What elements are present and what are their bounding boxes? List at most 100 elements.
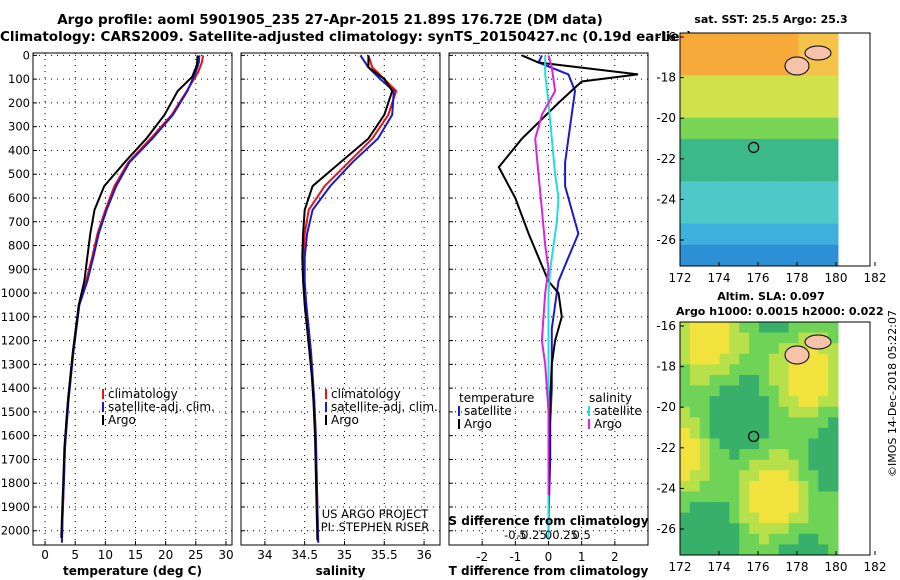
map-cell xyxy=(699,417,711,429)
map-cell xyxy=(808,364,819,376)
x-tick-label: 176 xyxy=(747,271,770,285)
x2-tick-label: -0.5 xyxy=(504,528,526,542)
map-cell xyxy=(759,33,770,45)
map-cell xyxy=(828,181,839,193)
map-cell xyxy=(808,480,819,492)
map-cell xyxy=(680,427,691,439)
map-cell xyxy=(818,533,829,545)
map-cell xyxy=(798,396,809,408)
map-cell xyxy=(709,491,720,503)
map-cell xyxy=(729,107,740,119)
map-cell xyxy=(689,480,701,492)
map-cell xyxy=(808,244,819,256)
map-cell xyxy=(680,449,691,461)
map-cell xyxy=(719,202,730,214)
series-line xyxy=(497,54,639,538)
map-cell xyxy=(798,406,809,418)
map-cell xyxy=(729,417,740,429)
map-cell xyxy=(788,480,799,492)
legend-label: satellite xyxy=(464,404,512,418)
map-cell xyxy=(739,96,750,108)
map-cell xyxy=(828,343,839,355)
map-cell xyxy=(699,107,711,119)
map-cell xyxy=(768,374,780,387)
map-cell xyxy=(778,544,790,556)
map-cell xyxy=(729,213,740,225)
map-cell xyxy=(808,470,819,482)
map-cell xyxy=(709,523,720,535)
map-cell xyxy=(739,523,750,535)
map-cell xyxy=(768,170,780,182)
map-cell xyxy=(680,149,691,161)
map-cell xyxy=(699,160,711,172)
map-cell xyxy=(739,364,750,376)
map-cell xyxy=(778,533,790,545)
x-axis-label: salinity xyxy=(316,564,366,578)
map-cell xyxy=(739,438,750,450)
map-cell xyxy=(808,374,819,387)
map-cell xyxy=(689,234,701,246)
map-cell xyxy=(759,374,770,387)
map-cell xyxy=(699,322,711,334)
map-cell xyxy=(788,523,799,535)
sst-map-title: sat. SST: 25.5 Argo: 25.3 xyxy=(694,13,848,26)
map-cell xyxy=(729,512,740,524)
map-cell xyxy=(788,364,799,376)
map-cell xyxy=(709,322,720,334)
map-cell xyxy=(739,533,750,545)
map-cell xyxy=(818,75,829,87)
map-cell xyxy=(729,54,740,66)
x-tick-label: 178 xyxy=(786,271,809,285)
map-cell xyxy=(818,396,829,408)
map-cell xyxy=(680,438,691,450)
map-cell xyxy=(739,213,750,225)
map-cell xyxy=(689,512,701,524)
map-cell xyxy=(739,149,750,161)
map-cell xyxy=(818,33,829,45)
map-cell xyxy=(699,85,711,98)
credit-line1: US ARGO PROJECT xyxy=(322,507,430,521)
map-cell xyxy=(680,343,691,355)
map-cell xyxy=(818,213,829,225)
map-cell xyxy=(788,374,799,387)
map-cell xyxy=(808,107,819,119)
map-cell xyxy=(689,128,701,140)
map-cell xyxy=(818,470,829,482)
map-cell xyxy=(808,149,819,161)
map-cell xyxy=(778,417,790,429)
island-shape xyxy=(784,345,810,365)
map-cell xyxy=(778,332,790,344)
map-cell xyxy=(719,107,730,119)
map-cell xyxy=(689,343,701,355)
map-cell xyxy=(729,170,740,182)
y-tick-label: 900 xyxy=(8,262,30,276)
map-cell xyxy=(680,75,691,87)
map-cell xyxy=(749,491,760,503)
map-cell xyxy=(719,396,730,408)
map-cell xyxy=(818,234,829,246)
map-cell xyxy=(680,459,691,471)
map-cell xyxy=(828,502,839,514)
x-tick-label: 180 xyxy=(825,560,848,574)
map-cell xyxy=(689,85,701,98)
map-cell xyxy=(699,149,711,161)
y-tick-label: 1300 xyxy=(1,357,30,371)
map-cell xyxy=(768,244,780,256)
map-cell xyxy=(680,502,691,514)
map-cell xyxy=(828,202,839,214)
map-cell xyxy=(739,43,750,55)
map-cell xyxy=(749,480,760,492)
map-cell xyxy=(729,385,740,397)
series-line xyxy=(60,55,199,538)
x-tick-label: 180 xyxy=(825,271,848,285)
map-cell xyxy=(788,75,799,87)
map-cell xyxy=(828,533,839,545)
map-cell xyxy=(788,43,799,55)
map-cell xyxy=(808,255,819,267)
map-cell xyxy=(709,43,720,55)
map-cell xyxy=(699,374,711,387)
map-cell xyxy=(709,385,720,397)
x-axis-label: T difference from climatology xyxy=(449,564,649,578)
map-cell xyxy=(828,459,839,471)
y-tick-label: 800 xyxy=(8,239,30,253)
